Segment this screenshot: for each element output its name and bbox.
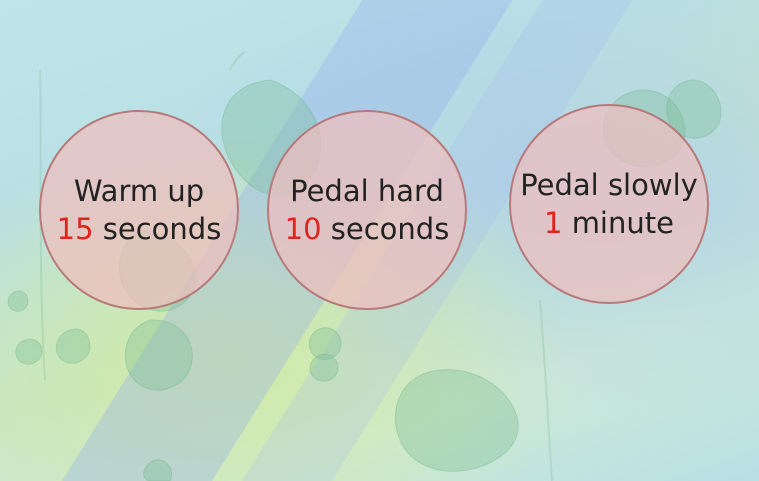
leaf-icon <box>55 328 91 364</box>
leaf-icon <box>394 369 519 472</box>
leaf-icon <box>7 290 29 312</box>
step-duration: 15 seconds <box>57 210 222 248</box>
leaf-icon <box>124 319 193 391</box>
step-duration: 10 seconds <box>285 210 450 248</box>
step-unit: seconds <box>330 212 450 246</box>
leaf-icon <box>666 79 722 139</box>
step-number: 15 <box>56 212 94 246</box>
step-title: Pedal hard <box>290 174 444 208</box>
step-title: Pedal slowly <box>520 168 698 202</box>
step-unit: seconds <box>102 212 222 246</box>
leaf-icon <box>15 338 43 365</box>
step-unit: minute <box>571 206 674 240</box>
leaf-icon <box>308 327 342 360</box>
step-pedal-slowly: Pedal slowly 1 minute <box>509 104 709 304</box>
step-pedal-hard: Pedal hard 10 seconds <box>267 110 467 310</box>
step-number: 1 <box>544 206 563 240</box>
leaf-icon <box>309 353 339 382</box>
step-title: Warm up <box>73 174 205 208</box>
step-warm-up: Warm up 15 seconds <box>39 110 239 310</box>
step-number: 10 <box>284 212 322 246</box>
leaf-icon <box>143 459 173 481</box>
step-duration: 1 minute <box>544 204 674 242</box>
